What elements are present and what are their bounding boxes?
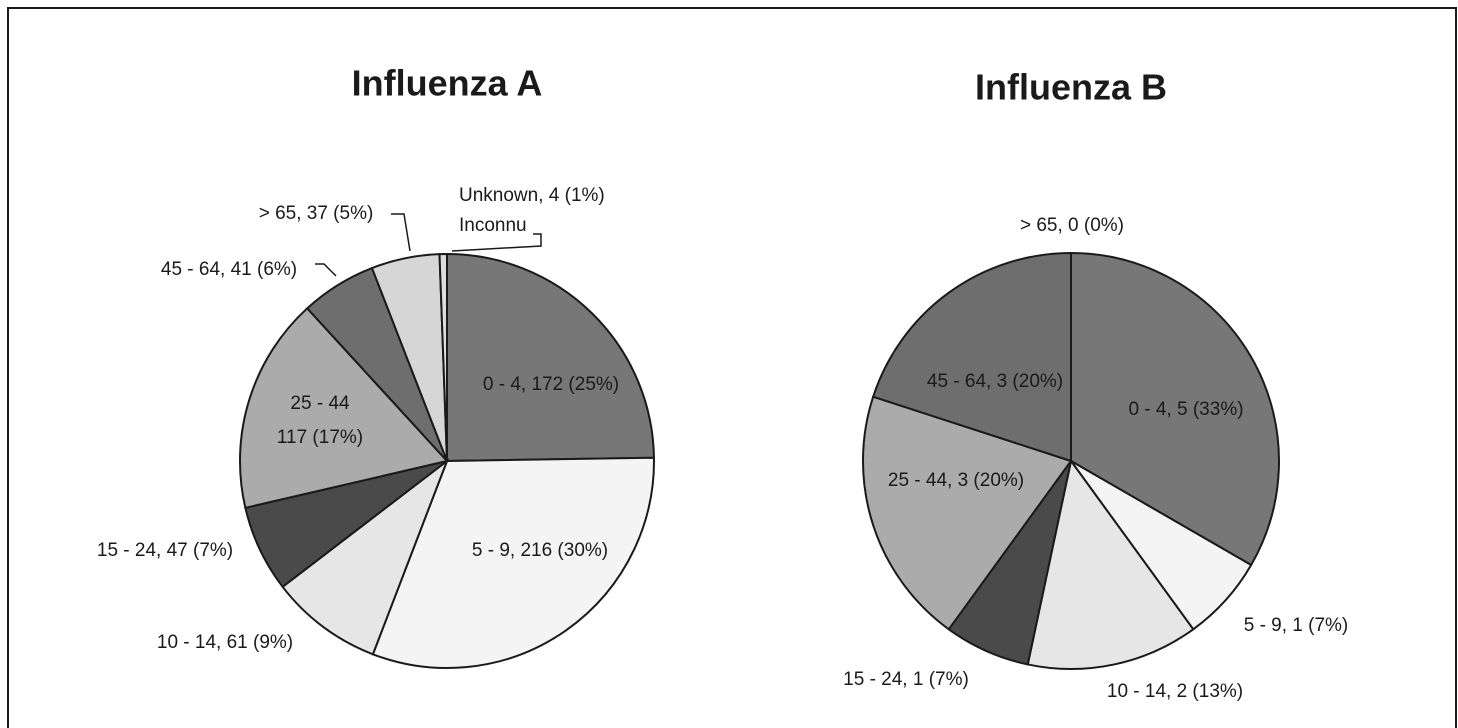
slice-label: 0 - 4, 5 (33%): [1128, 399, 1243, 420]
slice-label: > 65, 37 (5%): [259, 203, 374, 224]
slice-label: 10 - 14, 2 (13%): [1107, 681, 1243, 702]
pie-slice: [281, 458, 450, 656]
pie-slice: [446, 252, 655, 463]
slice-label: 45 - 64, 3 (20%): [927, 371, 1063, 392]
slice-label: 25 - 44: [290, 393, 350, 414]
slice-label: Unknown, 4 (1%): [459, 185, 605, 206]
slice-label: > 65, 0 (0%): [1020, 215, 1124, 236]
slice-label: Inconnu: [459, 215, 527, 236]
chart-title: Influenza A: [352, 63, 543, 104]
slice-label: 15 - 24, 1 (7%): [843, 669, 969, 690]
slice-label: 117 (17%): [277, 427, 363, 448]
slice-label: 10 - 14, 61 (9%): [157, 632, 293, 653]
slice-label: 0 - 4, 172 (25%): [483, 374, 619, 395]
pie-slice: [1026, 458, 1195, 670]
pie-slice: [438, 252, 448, 462]
slice-label: 45 - 64, 41 (6%): [161, 259, 297, 280]
leader-line: [315, 263, 337, 277]
pie-slice: [371, 456, 655, 669]
frame: [7, 7, 1457, 728]
pie-slice: [239, 306, 449, 510]
slice-label: 5 - 9, 1 (7%): [1244, 615, 1349, 636]
chart-title: Influenza B: [975, 67, 1167, 108]
pie-slice: [871, 251, 1072, 463]
leader-line: [451, 233, 542, 252]
slice-label: 15 - 24, 47 (7%): [97, 540, 233, 561]
slice-label: 5 - 9, 216 (30%): [472, 540, 608, 561]
pie-slice: [862, 395, 1073, 631]
pie-slice: [1070, 251, 1280, 567]
leader-line: [391, 213, 411, 252]
slice-label: 25 - 44, 3 (20%): [888, 470, 1024, 491]
